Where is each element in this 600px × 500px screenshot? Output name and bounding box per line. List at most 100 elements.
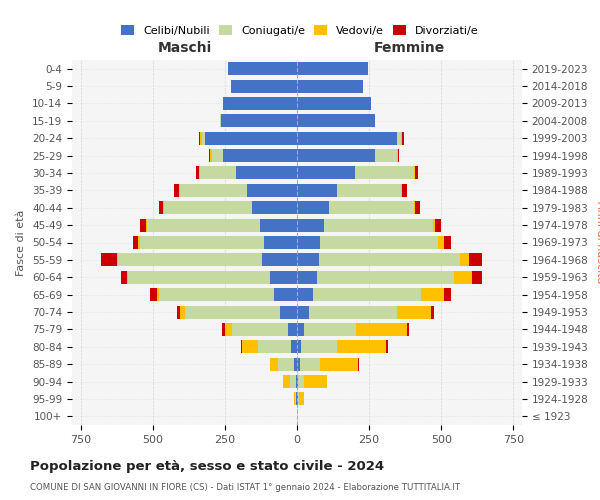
Bar <box>308 306 397 318</box>
Bar <box>140 236 264 249</box>
Bar <box>199 132 200 144</box>
Bar <box>209 149 211 162</box>
Bar <box>397 306 431 318</box>
Bar <box>158 288 274 301</box>
Bar <box>414 201 415 214</box>
Bar <box>297 166 355 179</box>
Bar <box>164 201 252 214</box>
Bar <box>313 288 421 301</box>
Bar <box>228 62 297 75</box>
Bar <box>175 184 179 197</box>
Bar <box>223 149 297 162</box>
Bar <box>146 218 147 232</box>
Bar <box>355 166 414 179</box>
Bar <box>147 218 260 232</box>
Bar <box>200 166 236 179</box>
Bar <box>163 201 164 214</box>
Bar <box>252 201 297 214</box>
Bar <box>297 306 308 318</box>
Bar <box>283 375 290 388</box>
Bar <box>433 218 436 232</box>
Bar <box>297 149 375 162</box>
Bar <box>291 340 297 353</box>
Bar <box>444 288 451 301</box>
Bar <box>200 132 202 144</box>
Bar <box>294 358 297 370</box>
Text: Maschi: Maschi <box>157 41 212 55</box>
Bar <box>293 392 295 406</box>
Bar <box>397 149 398 162</box>
Bar <box>225 323 232 336</box>
Bar <box>212 149 223 162</box>
Bar <box>121 270 127 284</box>
Bar <box>317 270 454 284</box>
Bar <box>236 166 297 179</box>
Bar <box>262 254 297 266</box>
Bar <box>157 288 158 301</box>
Bar <box>298 375 304 388</box>
Bar <box>139 236 140 249</box>
Bar <box>297 80 364 92</box>
Bar <box>297 392 298 406</box>
Bar <box>320 236 439 249</box>
Bar <box>128 270 269 284</box>
Bar <box>241 340 242 353</box>
Bar <box>402 132 404 144</box>
Bar <box>297 375 298 388</box>
Bar <box>258 340 291 353</box>
Bar <box>297 201 329 214</box>
Bar <box>211 149 212 162</box>
Y-axis label: Fasce di età: Fasce di età <box>16 210 26 276</box>
Bar <box>230 80 297 92</box>
Bar <box>454 270 472 284</box>
Bar <box>297 270 317 284</box>
Bar <box>398 149 400 162</box>
Bar <box>242 340 258 353</box>
Bar <box>222 323 225 336</box>
Text: Femmine: Femmine <box>374 41 445 55</box>
Bar <box>297 218 325 232</box>
Bar <box>158 201 163 214</box>
Bar <box>401 184 402 197</box>
Bar <box>297 323 304 336</box>
Bar <box>401 132 402 144</box>
Bar <box>472 270 482 284</box>
Bar <box>299 392 304 406</box>
Bar <box>223 97 297 110</box>
Bar <box>320 358 358 370</box>
Bar <box>247 184 297 197</box>
Bar <box>297 132 397 144</box>
Bar <box>301 340 337 353</box>
Bar <box>358 358 359 370</box>
Y-axis label: Anni di nascita: Anni di nascita <box>595 201 600 284</box>
Bar <box>260 218 297 232</box>
Bar <box>127 270 128 284</box>
Bar <box>180 184 247 197</box>
Bar <box>196 166 199 179</box>
Bar <box>319 254 460 266</box>
Bar <box>297 236 320 249</box>
Bar <box>274 288 297 301</box>
Bar <box>199 166 200 179</box>
Bar <box>185 306 280 318</box>
Bar <box>300 358 320 370</box>
Bar <box>386 340 388 353</box>
Bar <box>232 323 289 336</box>
Bar <box>297 254 319 266</box>
Bar <box>304 323 356 336</box>
Bar <box>278 358 294 370</box>
Bar <box>133 236 139 249</box>
Bar <box>118 254 262 266</box>
Bar <box>177 306 180 318</box>
Bar <box>264 236 297 249</box>
Bar <box>179 184 180 197</box>
Bar <box>101 254 117 266</box>
Bar <box>202 132 205 144</box>
Bar <box>205 132 297 144</box>
Bar <box>295 392 296 406</box>
Bar <box>304 375 327 388</box>
Legend: Celibi/Nubili, Coniugati/e, Vedovi/e, Divorziati/e: Celibi/Nubili, Coniugati/e, Vedovi/e, Di… <box>117 20 483 40</box>
Bar <box>460 254 469 266</box>
Bar <box>415 201 419 214</box>
Bar <box>415 166 418 179</box>
